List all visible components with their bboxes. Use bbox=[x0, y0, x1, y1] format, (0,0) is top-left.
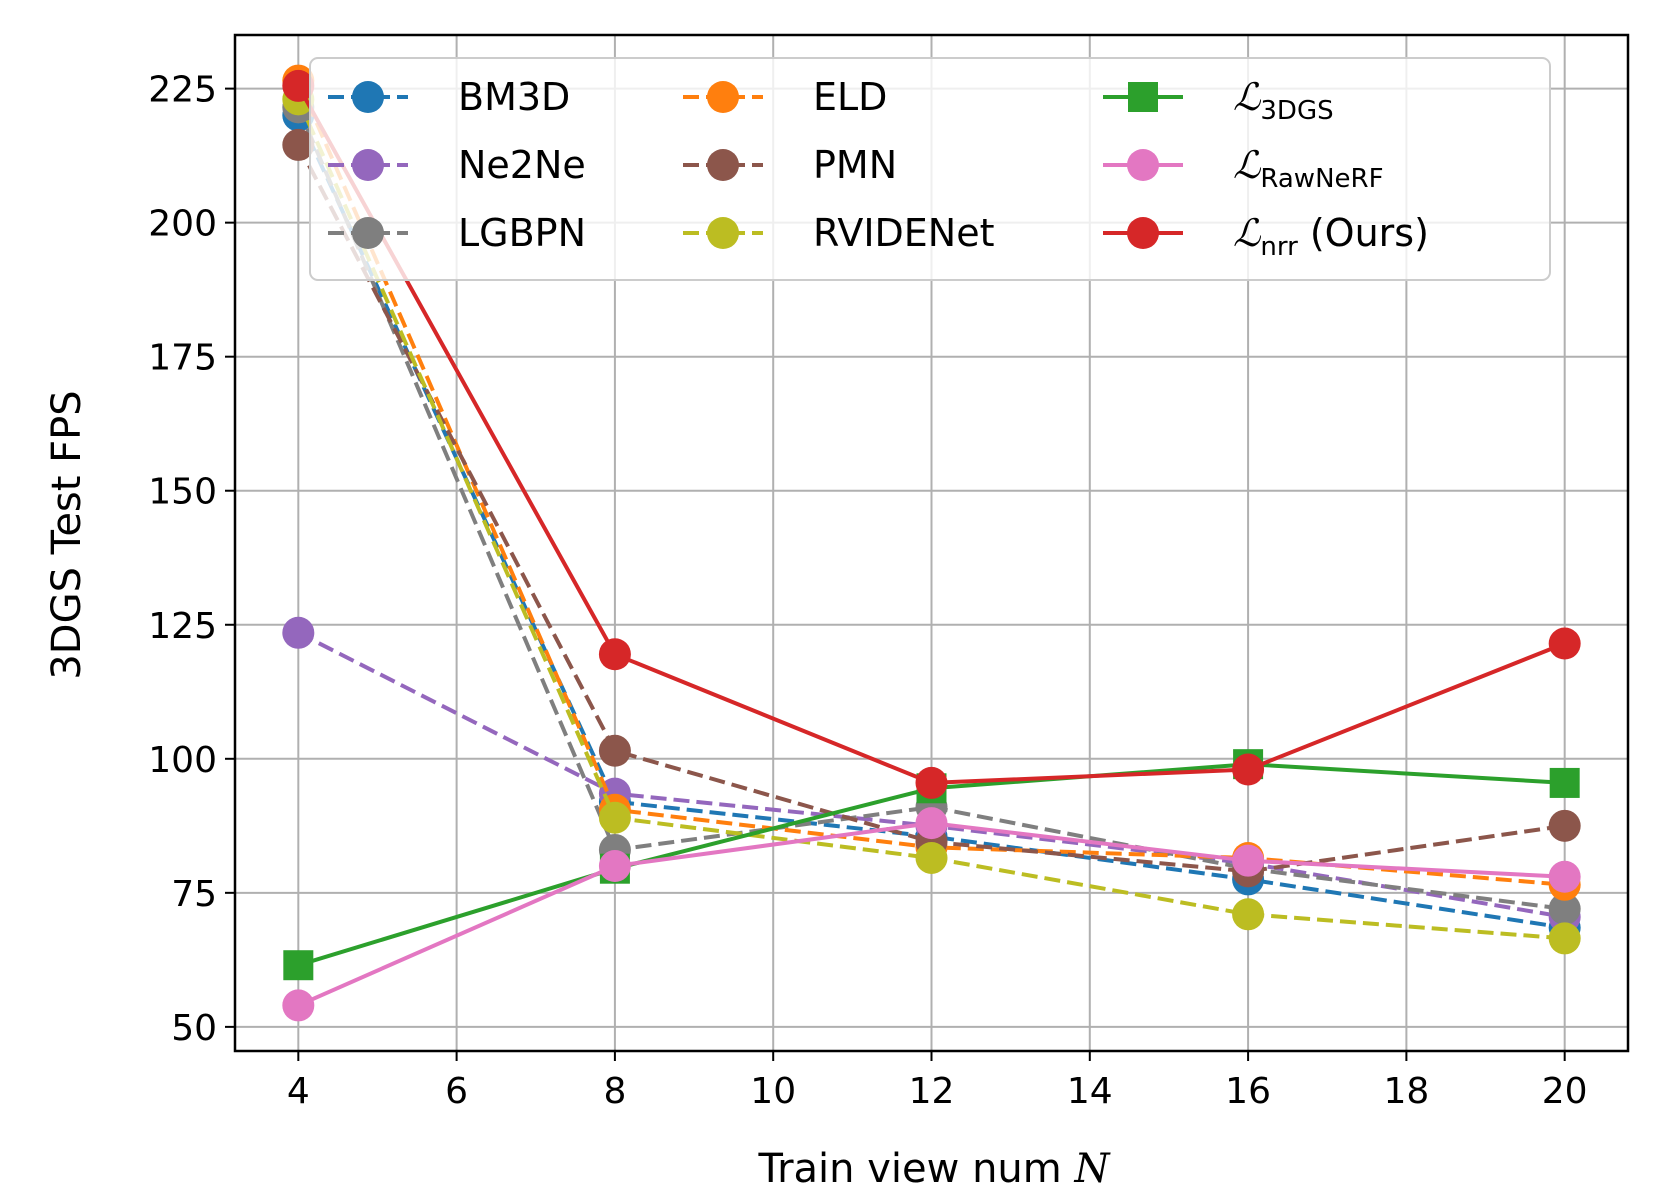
legend-item-lrawnerf: ℒRawNeRF bbox=[1103, 143, 1384, 194]
legend-math-symbol: ℒ bbox=[1233, 211, 1262, 255]
y-tick-label: 150 bbox=[148, 472, 217, 513]
series-lrawnerf bbox=[282, 807, 1581, 1022]
series-lnrr bbox=[282, 69, 1581, 799]
legend-subscript: nrr bbox=[1260, 232, 1298, 262]
x-tick-label: 12 bbox=[909, 1071, 955, 1112]
legend-item-lgbpn: LGBPN bbox=[328, 211, 586, 255]
axis-ticks: 4 6 8 10 12 14 16 18 20 50 75 100 125 150 175 200 225 bbox=[148, 70, 1587, 1112]
legend-marker bbox=[352, 149, 384, 181]
legend-item-l3dgs: ℒ3DGS bbox=[1103, 75, 1334, 126]
y-axis-label: 3DGS Test FPS bbox=[44, 390, 90, 679]
x-tick-label: 10 bbox=[750, 1071, 796, 1112]
legend-label: RVIDENet bbox=[813, 211, 995, 255]
data-point-lnrr bbox=[282, 69, 315, 102]
y-tick-label: 100 bbox=[148, 740, 217, 781]
data-point-pmn bbox=[1548, 809, 1581, 842]
legend-label: ELD bbox=[813, 75, 887, 119]
x-tick-label: 8 bbox=[603, 1071, 626, 1112]
legend-item-bm3d: BM3D bbox=[328, 75, 570, 119]
series-line-bm3d bbox=[296, 114, 1566, 930]
x-tick-label: 18 bbox=[1383, 1071, 1429, 1112]
x-axis-label: Train view num N bbox=[758, 1146, 1112, 1192]
x-axis-label-text: Train view num bbox=[758, 1146, 1062, 1192]
y-tick-label: 225 bbox=[148, 70, 217, 111]
x-axis-label-variable: N bbox=[1073, 1146, 1111, 1192]
legend: BM3DNe2NeLGBPNELDPMNRVIDENetℒ3DGSℒRawNeR… bbox=[309, 57, 1551, 281]
data-point-rvidenet bbox=[1548, 922, 1581, 955]
data-point-l3dgs bbox=[283, 950, 314, 981]
legend-label: PMN bbox=[813, 143, 897, 187]
data-point-lrawnerf bbox=[598, 850, 631, 883]
legend-marker bbox=[1127, 149, 1159, 181]
legend-item-eld: ELD bbox=[683, 75, 887, 119]
legend-marker bbox=[352, 217, 384, 249]
x-tick-label: 20 bbox=[1542, 1071, 1588, 1112]
y-tick-label: 75 bbox=[171, 874, 217, 915]
legend-math-symbol: ℒ bbox=[1233, 143, 1262, 187]
data-point-pmn bbox=[282, 128, 315, 161]
legend-math-symbol: ℒ bbox=[1233, 75, 1262, 119]
legend-label: ℒRawNeRF bbox=[1233, 143, 1384, 194]
legend-label: LGBPN bbox=[458, 211, 586, 255]
data-point-ne2ne bbox=[282, 616, 315, 649]
x-tick-label: 14 bbox=[1067, 1071, 1113, 1112]
legend-marker bbox=[707, 81, 739, 113]
legend-marker bbox=[707, 149, 739, 181]
data-point-pmn bbox=[598, 734, 631, 767]
data-point-lnrr bbox=[915, 766, 948, 799]
legend-subscript: 3DGS bbox=[1260, 96, 1333, 126]
data-point-lnrr bbox=[1548, 627, 1581, 660]
data-point-lgbpn bbox=[1548, 892, 1581, 925]
legend-marker bbox=[1128, 82, 1158, 112]
data-point-l3dgs bbox=[1549, 767, 1580, 798]
legend-label: ℒnrr (Ours) bbox=[1233, 211, 1429, 262]
data-point-lrawnerf bbox=[282, 989, 315, 1022]
x-tick-label: 4 bbox=[287, 1071, 310, 1112]
legend-marker bbox=[352, 81, 384, 113]
data-point-lnrr bbox=[1232, 753, 1265, 786]
data-point-rvidenet bbox=[1232, 898, 1265, 931]
legend-marker bbox=[707, 217, 739, 249]
data-point-lrawnerf bbox=[1548, 860, 1581, 893]
y-tick-label: 200 bbox=[148, 204, 217, 245]
y-tick-label: 125 bbox=[148, 606, 217, 647]
data-point-lrawnerf bbox=[915, 807, 948, 840]
legend-label: Ne2Ne bbox=[458, 143, 586, 187]
data-point-lnrr bbox=[598, 638, 631, 671]
y-tick-label: 175 bbox=[148, 338, 217, 379]
legend-label: ℒ3DGS bbox=[1233, 75, 1334, 126]
series-layer bbox=[282, 64, 1581, 1022]
legend-marker bbox=[1127, 217, 1159, 249]
data-point-rvidenet bbox=[915, 841, 948, 874]
legend-item-rvidenet: RVIDENet bbox=[683, 211, 995, 255]
legend-label: BM3D bbox=[458, 75, 570, 119]
data-point-rvidenet bbox=[598, 801, 631, 834]
legend-item-ne2ne: Ne2Ne bbox=[328, 143, 586, 187]
x-tick-label: 16 bbox=[1225, 1071, 1271, 1112]
legend-subscript: RawNeRF bbox=[1260, 164, 1383, 194]
series-line-lgbpn bbox=[296, 106, 1565, 911]
legend-suffix: (Ours) bbox=[1298, 211, 1429, 255]
data-point-lrawnerf bbox=[1232, 844, 1265, 877]
legend-item-lnrr: ℒnrr (Ours) bbox=[1103, 211, 1429, 262]
legend-item-pmn: PMN bbox=[683, 143, 897, 187]
legend-box bbox=[309, 57, 1551, 281]
y-tick-label: 50 bbox=[171, 1008, 217, 1049]
x-tick-label: 6 bbox=[445, 1071, 468, 1112]
